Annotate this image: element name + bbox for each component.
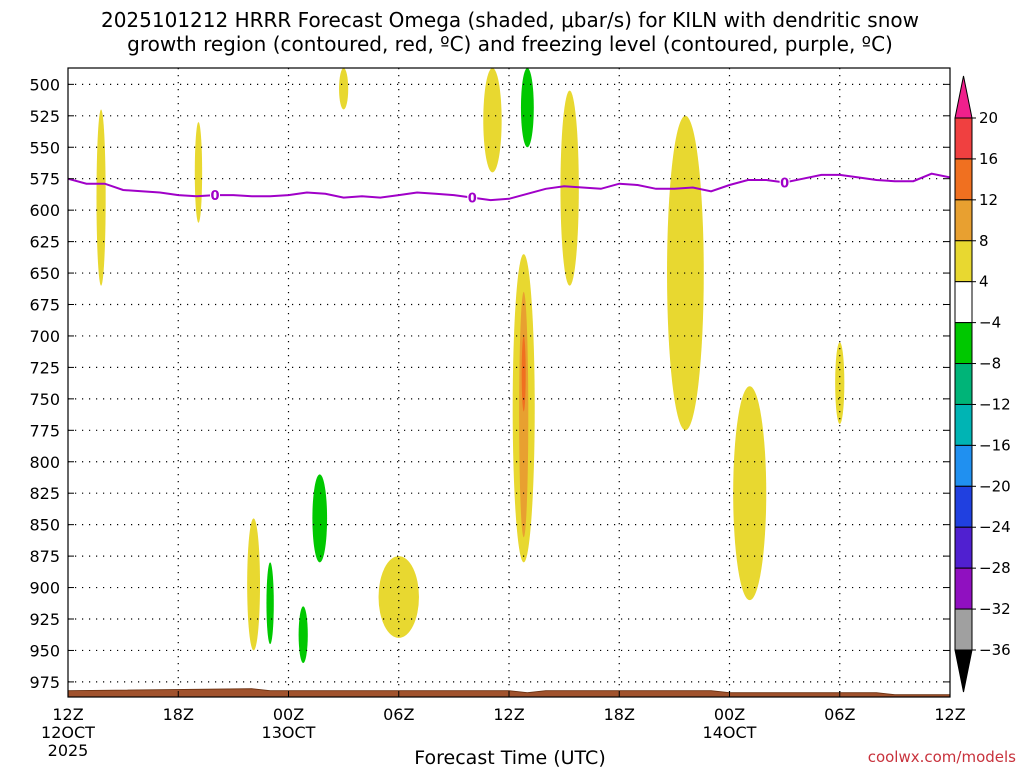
chart-title-line-1: 2025101212 HRRR Forecast Omega (shaded, … (101, 8, 919, 32)
freezing-label-1: 0 (468, 192, 477, 207)
colorbar-label-10: −24 (979, 518, 1011, 536)
colorbar-label-1: 16 (979, 150, 998, 168)
y-tick-label-675: 675 (29, 296, 60, 315)
y-tick-label-550: 550 (29, 138, 60, 157)
y-tick-label-600: 600 (29, 201, 60, 220)
y-tick-label-850: 850 (29, 516, 60, 535)
y-tick-label-825: 825 (29, 484, 60, 503)
omega-region-2 (339, 68, 349, 110)
y-tick-label-925: 925 (29, 610, 60, 629)
x-tick-label-42: 06Z (824, 705, 855, 724)
colorbar-label-7: −12 (979, 395, 1011, 413)
colorbar-label-4: 4 (979, 273, 989, 291)
colorbar-swatch-12 (954, 608, 973, 651)
colorbar-label-3: 8 (979, 232, 989, 250)
omega-region-9 (521, 335, 526, 412)
freezing-label-2: 0 (780, 176, 789, 191)
omega-region-1 (194, 122, 203, 223)
freezing-label-bg-1 (467, 190, 478, 205)
colorbar-label-5: −4 (979, 314, 1001, 332)
colorbar-label-2: 12 (979, 191, 998, 209)
colorbar-swatch-7 (954, 403, 973, 446)
colorbar-swatch-10 (954, 526, 973, 569)
pressure-axis: 500 525 550 575 600 625 650 675 700 725 750 775 800 8… (29, 75, 950, 692)
colorbar-swatch-5 (954, 322, 973, 365)
x-tick-label-12: 00Z (273, 705, 304, 724)
credit-text: coolwx.com/models (868, 748, 1016, 766)
omega-region-10 (733, 386, 767, 601)
omega-region-15 (298, 606, 308, 664)
y-tick-label-700: 700 (29, 327, 60, 346)
y-tick-label-650: 650 (29, 264, 60, 283)
omega-region-16 (378, 556, 419, 638)
colorbar-swatch-8 (954, 444, 973, 487)
omega-region-0 (96, 109, 106, 286)
plot-area: 0 0 0 (67, 67, 951, 698)
y-tick-label-800: 800 (29, 453, 60, 472)
chart-title-line-2: growth region (contoured, red, ºC) and f… (127, 32, 893, 56)
omega-region-4 (520, 68, 534, 148)
omega-region-3 (483, 68, 502, 173)
x-tick-year-0: 2025 (48, 741, 89, 760)
x-tick-date-0: 12OCT (41, 723, 95, 742)
y-tick-label-525: 525 (29, 107, 60, 126)
y-tick-label-900: 900 (29, 579, 60, 598)
colorbar-label-9: −20 (979, 477, 1011, 495)
x-tick-label-48: 12Z (934, 705, 965, 724)
x-tick-label-24: 12Z (493, 705, 524, 724)
colorbar-label-13: −36 (979, 641, 1011, 659)
y-tick-label-725: 725 (29, 358, 60, 377)
colorbar-swatch-9 (954, 485, 973, 528)
y-tick-label-575: 575 (29, 170, 60, 189)
y-tick-label-500: 500 (29, 75, 60, 94)
y-tick-label-750: 750 (29, 390, 60, 409)
y-tick-label-625: 625 (29, 233, 60, 252)
omega-region-8 (519, 291, 529, 538)
freezing-level-contour: 0 0 0 (68, 172, 950, 207)
plot-background (68, 68, 950, 697)
colorbar-swatch-4 (954, 281, 973, 324)
colorbar-swatch-1 (954, 158, 973, 201)
colorbar-swatch-6 (954, 363, 973, 405)
x-tick-date-12: 13OCT (262, 723, 316, 742)
colorbar-top-triangle (954, 75, 973, 119)
colorbar-swatch-3 (954, 240, 973, 283)
y-tick-label-975: 975 (29, 673, 60, 692)
colorbar-swatch-0 (954, 117, 973, 160)
y-tick-label-775: 775 (29, 421, 60, 440)
omega-region-13 (266, 562, 274, 645)
freezing-label-0: 0 (210, 189, 219, 204)
x-tick-label-36: 00Z (714, 705, 745, 724)
colorbar-label-12: −32 (979, 600, 1011, 618)
x-axis-label: Forecast Time (UTC) (414, 747, 605, 768)
x-tick-date-36: 14OCT (703, 723, 757, 742)
x-tick-label-0: 12Z (52, 705, 83, 724)
y-tick-label-875: 875 (29, 547, 60, 566)
colorbar-label-6: −8 (979, 355, 1001, 373)
colorbar-swatch-2 (954, 199, 973, 242)
colorbar-label-11: −28 (979, 559, 1011, 577)
omega-region-5 (560, 90, 579, 286)
omega-shading (96, 68, 845, 664)
colorbar-bottom-triangle (954, 649, 973, 693)
freezing-label-bg-0 (210, 188, 220, 203)
x-tick-label-18: 06Z (383, 705, 414, 724)
freezing-label-bg-2 (779, 175, 790, 190)
colorbar-label-8: −16 (979, 436, 1011, 454)
omega-region-12 (247, 518, 261, 651)
colorbar: 20 16 12 8 4 −4 −8 −12 −16 −20 −24 −28 −32 −36 (954, 75, 1011, 693)
gridlines (68, 68, 950, 697)
colorbar-label-0: 20 (979, 109, 998, 127)
x-tick-label-6: 18Z (163, 705, 194, 724)
colorbar-swatch-11 (954, 567, 973, 610)
omega-region-14 (312, 474, 328, 563)
y-tick-label-950: 950 (29, 641, 60, 660)
x-tick-label-30: 18Z (604, 705, 635, 724)
omega-region-6 (667, 115, 704, 431)
